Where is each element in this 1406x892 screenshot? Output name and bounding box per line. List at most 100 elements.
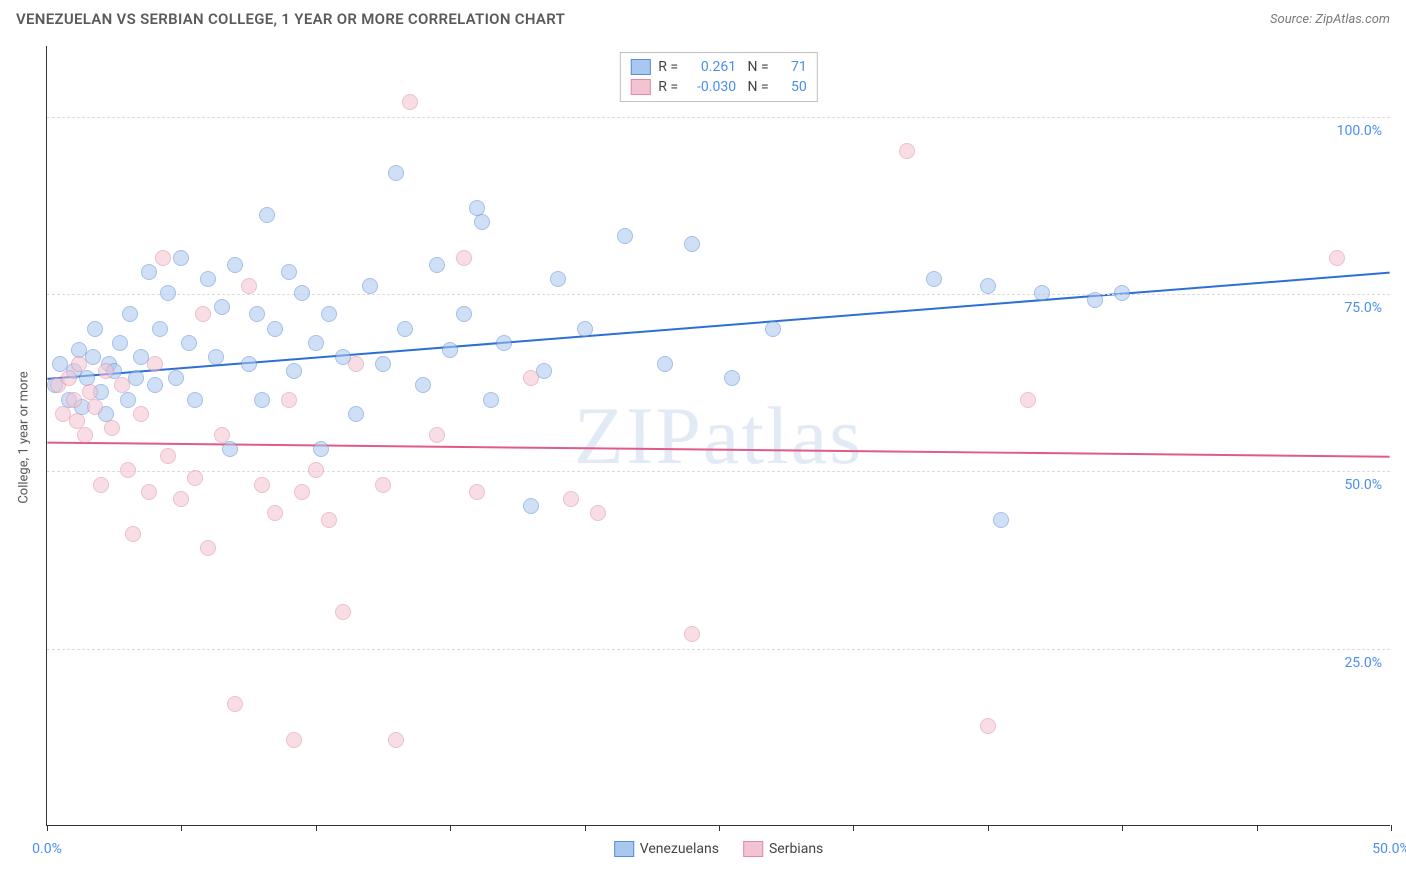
- scatter-point: [254, 477, 270, 493]
- scatter-point: [397, 321, 413, 337]
- scatter-point: [993, 512, 1009, 528]
- scatter-point: [259, 207, 275, 223]
- scatter-point: [227, 696, 243, 712]
- scatter-point: [104, 420, 120, 436]
- scatter-point: [402, 94, 418, 110]
- scatter-point: [200, 271, 216, 287]
- scatter-point: [765, 321, 781, 337]
- scatter-point: [1087, 292, 1103, 308]
- scatter-point: [122, 306, 138, 322]
- scatter-point: [321, 512, 337, 528]
- y-tick-label: 50.0%: [1344, 477, 1382, 493]
- scatter-point: [187, 392, 203, 408]
- scatter-point: [523, 370, 539, 386]
- scatter-point: [684, 626, 700, 642]
- scatter-point: [429, 427, 445, 443]
- scatter-point: [577, 321, 593, 337]
- scatter-point: [173, 491, 189, 507]
- scatter-point: [294, 484, 310, 500]
- scatter-point: [254, 392, 270, 408]
- scatter-point: [286, 363, 302, 379]
- scatter-point: [200, 540, 216, 556]
- x-tick-label: 50.0%: [1372, 841, 1406, 857]
- legend-n-label: N =: [744, 59, 769, 75]
- scatter-point: [181, 335, 197, 351]
- x-tick: [1391, 825, 1392, 831]
- scatter-point: [120, 462, 136, 478]
- gridline: [47, 117, 1390, 118]
- scatter-point: [496, 335, 512, 351]
- scatter-point: [98, 363, 114, 379]
- scatter-point: [147, 377, 163, 393]
- scatter-point: [195, 306, 211, 322]
- scatter-point: [241, 356, 257, 372]
- scatter-point: [227, 257, 243, 273]
- scatter-point: [617, 228, 633, 244]
- scatter-point: [415, 377, 431, 393]
- scatter-point: [71, 356, 87, 372]
- scatter-point: [214, 427, 230, 443]
- scatter-point: [657, 356, 673, 372]
- scatter-point: [980, 718, 996, 734]
- scatter-point: [442, 342, 458, 358]
- scatter-point: [141, 484, 157, 500]
- scatter-point: [308, 335, 324, 351]
- scatter-point: [87, 399, 103, 415]
- x-tick: [47, 825, 48, 831]
- x-tick: [316, 825, 317, 831]
- watermark: ZIPatlas: [574, 389, 863, 483]
- legend-series-label: Serbians: [769, 841, 823, 857]
- scatter-point: [281, 264, 297, 280]
- scatter-point: [469, 484, 485, 500]
- scatter-point: [474, 214, 490, 230]
- legend-r-label: R =: [658, 79, 678, 95]
- scatter-point: [160, 448, 176, 464]
- scatter-point: [241, 278, 257, 294]
- y-tick-label: 25.0%: [1344, 655, 1382, 671]
- scatter-point: [362, 278, 378, 294]
- y-tick-label: 100.0%: [1337, 123, 1382, 139]
- legend-r-value: -0.030: [686, 79, 736, 95]
- scatter-point: [69, 413, 85, 429]
- scatter-point: [112, 335, 128, 351]
- legend-n-value: 50: [777, 79, 807, 95]
- scatter-point: [321, 306, 337, 322]
- scatter-point: [313, 441, 329, 457]
- legend-series-label: Venezuelans: [640, 841, 719, 857]
- x-tick: [988, 825, 989, 831]
- series-legend: Venezuelans Serbians: [614, 841, 824, 857]
- x-tick: [1257, 825, 1258, 831]
- legend-n-label: N =: [744, 79, 769, 95]
- legend-n-value: 71: [777, 59, 807, 75]
- scatter-point: [375, 356, 391, 372]
- scatter-point: [147, 356, 163, 372]
- legend-swatch: [630, 79, 650, 95]
- scatter-point: [267, 505, 283, 521]
- scatter-point: [120, 392, 136, 408]
- y-axis-label: College, 1 year or more: [17, 371, 32, 503]
- scatter-point: [926, 271, 942, 287]
- scatter-point: [456, 306, 472, 322]
- legend-r-value: 0.261: [686, 59, 736, 75]
- scatter-point: [152, 321, 168, 337]
- x-tick-label: 0.0%: [32, 841, 62, 857]
- chart-plot-area: ZIPatlas R =0.261 N =71R =-0.030 N =50 V…: [46, 46, 1390, 826]
- scatter-point: [114, 377, 130, 393]
- gridline: [47, 471, 1390, 472]
- scatter-point: [1020, 392, 1036, 408]
- scatter-point: [483, 392, 499, 408]
- legend-series-item: Venezuelans: [614, 841, 719, 857]
- scatter-point: [429, 257, 445, 273]
- legend-series-item: Serbians: [743, 841, 823, 857]
- trend-lines-layer: [47, 46, 1390, 825]
- scatter-point: [249, 306, 265, 322]
- scatter-point: [286, 732, 302, 748]
- legend-stat-row: R =0.261 N =71: [630, 57, 806, 77]
- scatter-point: [724, 370, 740, 386]
- scatter-point: [590, 505, 606, 521]
- scatter-point: [66, 392, 82, 408]
- scatter-point: [222, 441, 238, 457]
- scatter-point: [87, 321, 103, 337]
- scatter-point: [208, 349, 224, 365]
- scatter-point: [456, 250, 472, 266]
